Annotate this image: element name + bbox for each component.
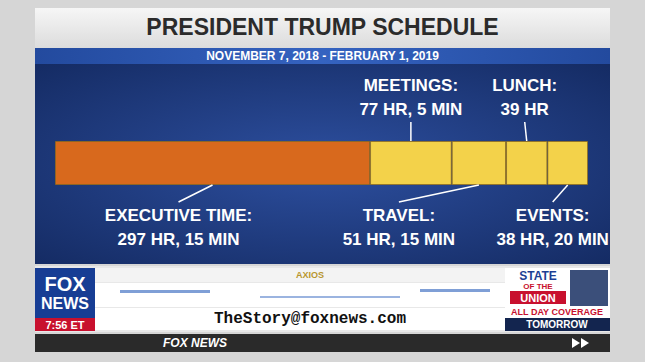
svg-text:ALL DAY COVERAGE: ALL DAY COVERAGE	[511, 307, 603, 317]
svg-text:FOX: FOX	[44, 273, 86, 295]
svg-text:TheStory@foxnews.com: TheStory@foxnews.com	[214, 310, 406, 328]
svg-text:STATE: STATE	[519, 269, 557, 283]
svg-text:MEETINGS:: MEETINGS:	[364, 76, 458, 95]
svg-text:NOVEMBER 7, 2018 - FEBRUARY 1,: NOVEMBER 7, 2018 - FEBRUARY 1, 2019	[206, 49, 439, 63]
svg-text:TRAVEL:: TRAVEL:	[363, 206, 435, 225]
svg-text:EXECUTIVE TIME:: EXECUTIVE TIME:	[105, 206, 252, 225]
svg-text:FOX NEWS: FOX NEWS	[163, 336, 227, 350]
svg-text:51 HR, 15 MIN: 51 HR, 15 MIN	[343, 230, 455, 249]
svg-text:EVENTS:: EVENTS:	[516, 206, 590, 225]
svg-text:AXIOS: AXIOS	[296, 270, 324, 280]
svg-text:77 HR, 5 MIN: 77 HR, 5 MIN	[359, 100, 462, 119]
svg-text:297 HR, 15 MIN: 297 HR, 15 MIN	[118, 230, 240, 249]
svg-text:38 HR, 20 MIN: 38 HR, 20 MIN	[496, 230, 608, 249]
svg-text:TOMORROW: TOMORROW	[526, 319, 588, 330]
svg-text:39 HR: 39 HR	[501, 100, 549, 119]
svg-text:NEWS: NEWS	[41, 295, 89, 312]
svg-text:UNION: UNION	[520, 292, 556, 304]
svg-text:OF THE: OF THE	[523, 282, 553, 291]
svg-text:LUNCH:: LUNCH:	[492, 76, 557, 95]
svg-text:PRESIDENT TRUMP SCHEDULE: PRESIDENT TRUMP SCHEDULE	[146, 14, 498, 40]
svg-text:7:56 ET: 7:56 ET	[45, 319, 84, 331]
